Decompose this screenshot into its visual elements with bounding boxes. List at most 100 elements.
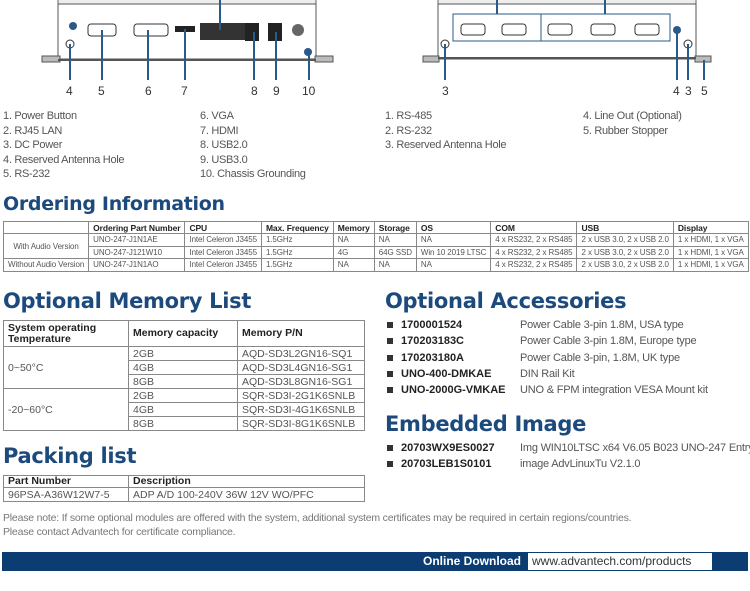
list-item: 8. USB2.0 [200, 139, 248, 152]
accessories-list: 1700001524 Power Cable 3-pin 1.8M, USA ty… [385, 317, 708, 398]
part-desc: Power Cable 3-pin 1.8M, Europe type [520, 335, 697, 348]
bullet-icon [387, 371, 393, 378]
bullet-icon [387, 338, 393, 345]
packing-title: Packing list [3, 444, 137, 468]
embedded-title: Embedded Image [385, 412, 587, 436]
cell: ADP A/D 100-240V 36W 12V WO/PFC [128, 487, 365, 502]
col-header: System operating Temperature [3, 320, 129, 347]
part-desc: Power Cable 3-pin, 1.8M, UK type [520, 351, 680, 364]
list-item: 3. Reserved Antenna Hole [385, 139, 507, 152]
part-desc: Img WIN10LTSC x64 V6.05 B023 UNO-247 Ent… [520, 442, 750, 454]
cell: 64G SSD [373, 245, 417, 259]
cell: NA [415, 258, 492, 272]
part-code: UNO-400-DMKAE [401, 367, 492, 380]
bullet-icon [387, 387, 393, 394]
part-code: 20703LEB1S0101 [401, 458, 492, 471]
list-item: 2. RJ45 LAN [3, 124, 63, 137]
col-header [2, 221, 90, 234]
front-panel-list-2: 6. VGA 7. HDMI 8. USB2.0 9. USB3.0 10. C… [200, 109, 306, 182]
bullet-icon [387, 354, 393, 361]
col-header: Part Number [3, 475, 129, 488]
callout-8: 8 [251, 84, 258, 98]
col-header: Description [128, 475, 365, 488]
col-header: CPU [184, 221, 262, 234]
part-desc: image AdvLinuxTu V2.1.0 [520, 458, 641, 471]
cell: SQR-SD3I-4G1K6SNLB [237, 402, 365, 417]
cell: NA [332, 233, 375, 247]
cell: AQD-SD3L2GN16-SQ1 [237, 346, 365, 361]
rear-panel-list-2: 4. Line Out (Optional) 5. Rubber Stopper [583, 109, 682, 138]
download-url-link[interactable]: www.advantech.com/products [528, 553, 712, 570]
cell: 2GB [128, 346, 238, 361]
cell: Intel Celeron J3455 [184, 233, 262, 247]
cell: NA [373, 233, 417, 247]
ordering-title: Ordering Information [3, 193, 225, 215]
list-item: 9. USB3.0 [200, 153, 248, 166]
cell: Intel Celeron J3455 [184, 245, 262, 259]
col-header: Display [672, 221, 749, 234]
cell: 1 x HDMI, 1 x VGA [672, 233, 749, 247]
table-row: 0~50°C 2GB AQD-SD3L2GN16-SQ1 [3, 346, 365, 389]
cell: 4 x RS232, 2 x RS485 [490, 233, 578, 247]
online-download-label: Online Download [423, 554, 521, 568]
cell: Win 10 2019 LTSC [415, 245, 492, 259]
memory-table: System operating Temperature Memory capa… [3, 320, 365, 431]
group-cell: Without Audio Version [2, 258, 90, 272]
part-code: 20703WX9ES0027 [401, 442, 495, 454]
list-item: 5. Rubber Stopper [583, 124, 668, 137]
callout-7: 7 [181, 84, 188, 98]
front-panel-diagram [41, 0, 334, 80]
list-item: 2. RS-232 [385, 124, 432, 137]
cell: UNO-247-J121W10 [88, 245, 186, 259]
cell: 4GB [128, 402, 238, 417]
cell: AQD-SD3L8GN16-SG1 [237, 374, 365, 389]
cell: 4GB [128, 360, 238, 375]
list-item: 3. DC Power [3, 139, 63, 152]
callout-6: 6 [145, 84, 152, 98]
list-item: 6. VGA [200, 110, 234, 122]
cell: SQR-SD3I-8G1K6SNLB [237, 416, 365, 431]
memory-title: Optional Memory List [3, 289, 252, 313]
cell: AQD-SD3L4GN16-SG1 [237, 360, 365, 375]
col-header: Memory capacity [128, 320, 238, 347]
col-header: USB [576, 221, 674, 234]
table-row: 96PSA-A36W12W7-5 ADP A/D 100-240V 36W 12… [3, 487, 365, 502]
packing-table: Part Number Description 96PSA-A36W12W7-5… [3, 475, 365, 502]
cell: 1.5GHz [260, 258, 334, 272]
list-item: UNO-400-DMKAE DIN Rail Kit [385, 366, 708, 382]
col-header: Max. Frequency [260, 221, 334, 234]
list-item: 1. Power Button [3, 110, 77, 122]
rear-panel-diagram [422, 0, 712, 80]
cell: Intel Celeron J3455 [184, 258, 262, 272]
cell: 2GB [128, 388, 238, 403]
cell: 1 x HDMI, 1 x VGA [672, 245, 749, 259]
ordering-table: Ordering Part Number CPU Max. Frequency … [2, 221, 749, 272]
table-row: UNO-247-J121W10 Intel Celeron J3455 1.5G… [4, 245, 749, 259]
cell: 1.5GHz [260, 245, 334, 259]
part-code: UNO-2000G-VMKAE [401, 384, 506, 397]
list-item: 7. HDMI [200, 124, 239, 137]
col-header: OS [415, 221, 492, 234]
table-row: Without Audio Version UNO-247-J1N1AO Int… [2, 258, 749, 272]
table-row: With Audio Version UNO-247-J1N1AE Intel … [2, 233, 749, 259]
col-header: Ordering Part Number [88, 221, 186, 234]
table-header-row: System operating Temperature Memory capa… [3, 320, 365, 347]
cell: 8GB [128, 416, 238, 431]
temp-cell: -20~60°C [3, 388, 129, 431]
list-item: 20703WX9ES0027 Img WIN10LTSC x64 V6.05 B0… [385, 440, 750, 456]
rear-panel-list-1: 1. RS-485 2. RS-232 3. Reserved Antenna … [385, 109, 507, 153]
list-item: 170203180A Power Cable 3-pin, 1.8M, UK ty… [385, 350, 708, 366]
cell: NA [373, 258, 417, 272]
cell: 1.5GHz [260, 233, 334, 247]
callout-10: 10 [302, 84, 316, 98]
callout-5: 5 [98, 84, 105, 98]
note-line: Please contact Advantech for certificate… [3, 526, 236, 538]
cell: 4G [332, 245, 375, 259]
part-code: 170203183C [401, 335, 465, 348]
list-item: 5. RS-232 [3, 168, 50, 181]
part-code: 170203180A [401, 351, 465, 364]
cell: 2 x USB 3.0, 2 x USB 2.0 [576, 245, 674, 259]
front-panel-list-1: 1. Power Button 2. RJ45 LAN 3. DC Power … [3, 109, 125, 182]
cell: 96PSA-A36W12W7-5 [3, 487, 129, 502]
cell: 2 x USB 3.0, 2 x USB 2.0 [576, 233, 674, 247]
